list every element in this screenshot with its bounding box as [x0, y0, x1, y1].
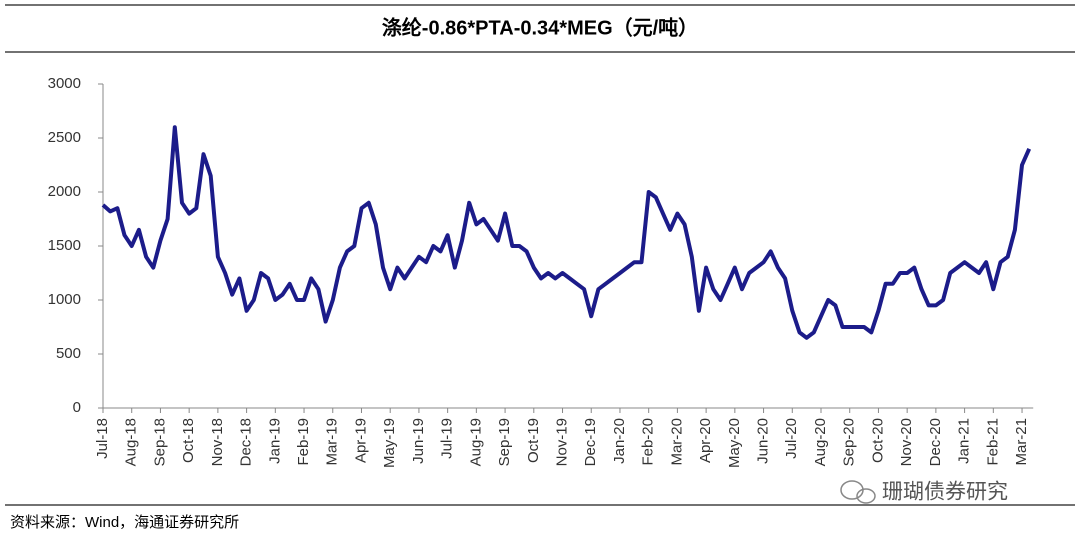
y-tick-label: 2500	[48, 129, 81, 146]
chart-title: 涤纶-0.86*PTA-0.34*MEG（元/吨）	[382, 15, 698, 39]
x-tick-label: May-19	[381, 418, 398, 468]
x-tick-label: Aug-19	[467, 418, 484, 466]
x-tick-label: Jul-19	[439, 418, 456, 459]
x-tick-label: Nov-20	[898, 418, 915, 466]
x-tick-label: Jun-19	[410, 418, 427, 464]
source-note: 资料来源：Wind，海通证券研究所	[10, 514, 239, 531]
y-tick-label: 1000	[48, 291, 81, 308]
x-tick-label: Nov-18	[209, 418, 226, 466]
x-tick-label: Apr-20	[697, 418, 714, 463]
x-tick-label: Oct-19	[525, 418, 542, 463]
x-tick-label: Sep-18	[151, 418, 168, 466]
x-tick-label: Aug-20	[812, 418, 829, 466]
x-tick-label: Sep-19	[496, 418, 513, 466]
x-tick-label: Nov-19	[553, 418, 570, 466]
y-tick-label: 1500	[48, 237, 81, 254]
x-tick-label: Jan-19	[266, 418, 283, 464]
x-tick-label: Oct-20	[869, 418, 886, 463]
x-tick-label: Jul-20	[783, 418, 800, 459]
watermark-icon	[840, 480, 876, 504]
x-tick-label: Feb-20	[640, 418, 657, 466]
x-tick-label: Feb-21	[984, 418, 1001, 466]
series-line	[101, 125, 1032, 340]
x-tick-label: Oct-18	[180, 418, 197, 463]
x-tick-label: Dec-19	[582, 418, 599, 466]
x-tick-label: Mar-19	[324, 418, 341, 466]
y-tick-label: 2000	[48, 183, 81, 200]
x-tick-label: Jul-18	[94, 418, 111, 459]
y-tick-label: 3000	[48, 75, 81, 92]
x-tick-label: Jan-21	[956, 418, 973, 464]
y-tick-label: 0	[73, 399, 81, 416]
watermark: 珊瑚债券研究	[882, 481, 1008, 504]
y-tick-label: 500	[56, 345, 81, 362]
x-tick-label: Aug-18	[123, 418, 140, 466]
x-tick-label: Dec-20	[927, 418, 944, 466]
x-tick-label: Sep-20	[841, 418, 858, 466]
x-tick-label: Mar-20	[668, 418, 685, 466]
x-tick-label: Dec-18	[238, 418, 255, 466]
x-tick-label: May-20	[726, 418, 743, 468]
x-tick-label: Mar-21	[1013, 418, 1030, 466]
x-tick-label: Feb-19	[295, 418, 312, 466]
x-tick-label: Apr-19	[352, 418, 369, 463]
x-tick-label: Jun-20	[755, 418, 772, 464]
x-tick-label: Jan-20	[611, 418, 628, 464]
